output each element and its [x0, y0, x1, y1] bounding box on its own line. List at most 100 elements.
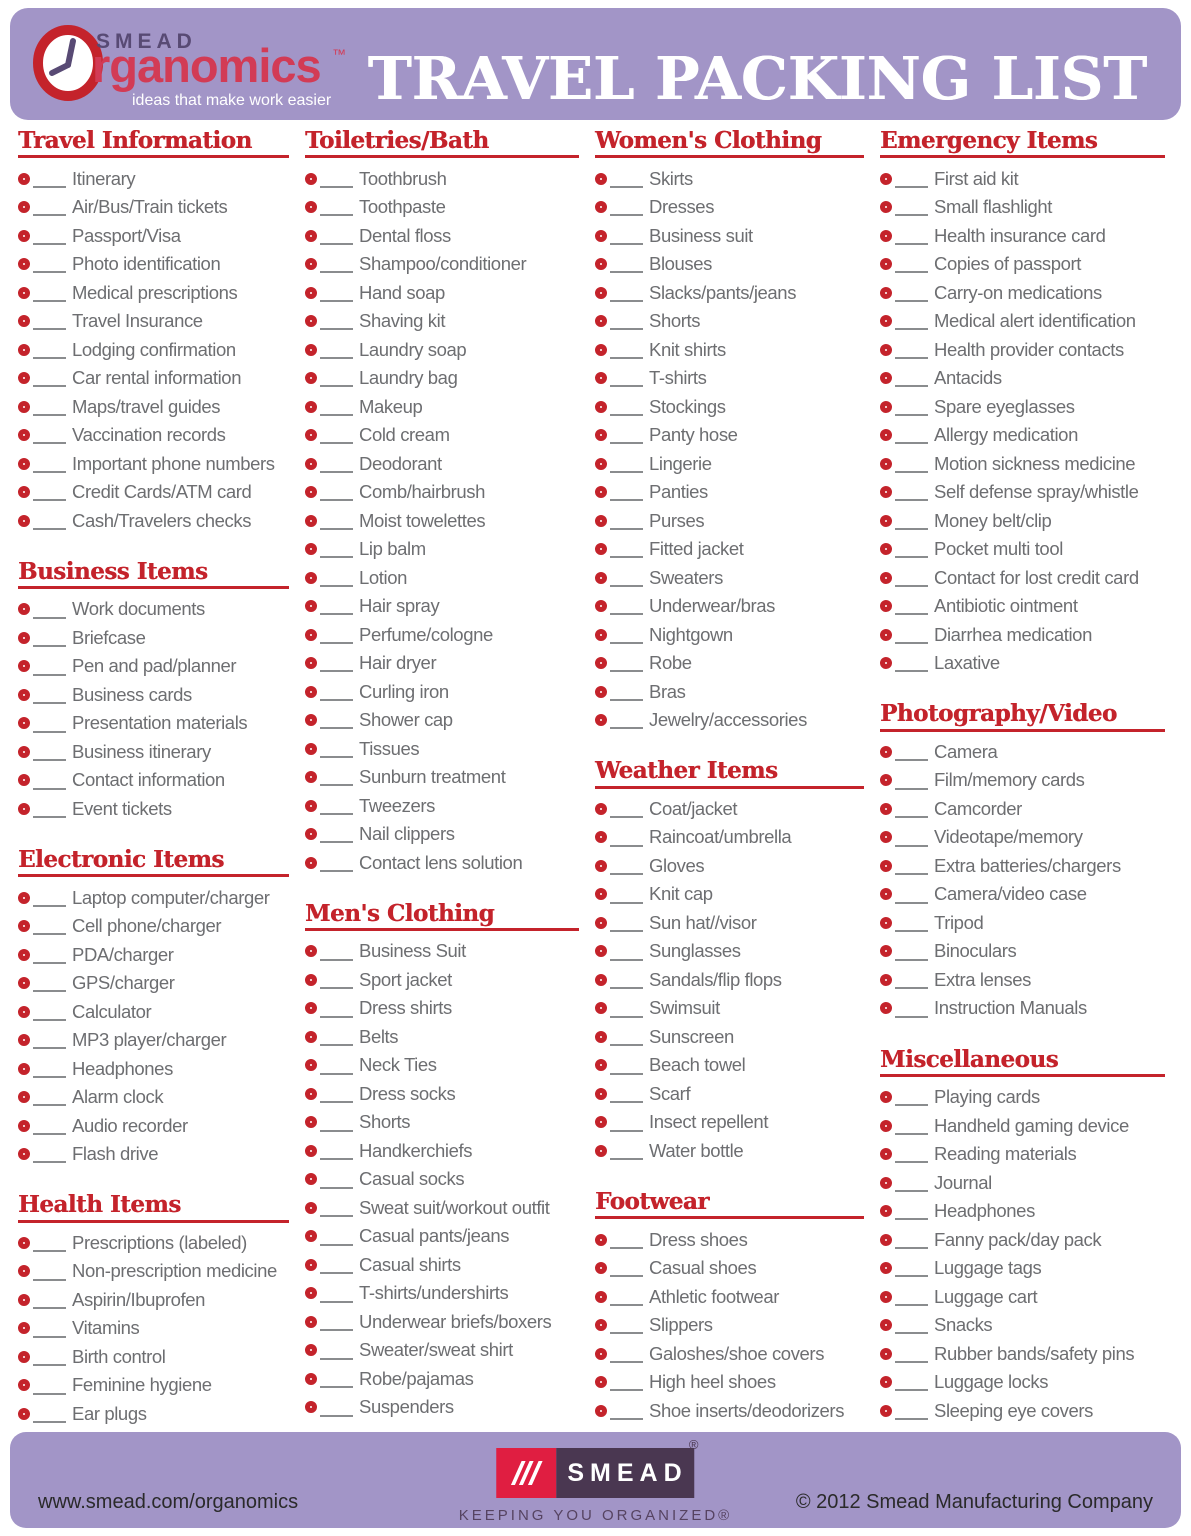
checkbox-circle[interactable] [305, 1116, 317, 1129]
checkbox-circle[interactable] [880, 628, 892, 641]
checkbox-circle[interactable] [880, 429, 892, 442]
checkbox-circle[interactable] [595, 831, 607, 844]
checkbox-circle[interactable] [595, 1002, 607, 1015]
checkbox-circle[interactable] [880, 1119, 892, 1132]
checkbox-circle[interactable] [18, 457, 30, 470]
checkbox-circle[interactable] [18, 286, 30, 299]
checkbox-circle[interactable] [18, 1265, 30, 1278]
checkbox-circle[interactable] [595, 400, 607, 413]
checkbox-circle[interactable] [595, 600, 607, 613]
checkbox-circle[interactable] [305, 685, 317, 698]
checkbox-circle[interactable] [880, 486, 892, 499]
checkbox-circle[interactable] [18, 201, 30, 214]
checkbox-circle[interactable] [880, 1176, 892, 1189]
checkbox-circle[interactable] [595, 916, 607, 929]
checkbox-circle[interactable] [18, 1407, 30, 1420]
checkbox-circle[interactable] [18, 315, 30, 328]
checkbox-circle[interactable] [595, 172, 607, 185]
checkbox-circle[interactable] [880, 457, 892, 470]
checkbox-circle[interactable] [305, 628, 317, 641]
checkbox-circle[interactable] [305, 457, 317, 470]
checkbox-circle[interactable] [595, 514, 607, 527]
checkbox-circle[interactable] [305, 973, 317, 986]
checkbox-circle[interactable] [18, 688, 30, 701]
checkbox-circle[interactable] [305, 799, 317, 812]
checkbox-circle[interactable] [305, 1087, 317, 1100]
checkbox-circle[interactable] [305, 1173, 317, 1186]
checkbox-circle[interactable] [305, 1002, 317, 1015]
checkbox-circle[interactable] [595, 1059, 607, 1072]
checkbox-circle[interactable] [880, 1091, 892, 1104]
checkbox-circle[interactable] [595, 1376, 607, 1389]
checkbox-circle[interactable] [18, 774, 30, 787]
checkbox-circle[interactable] [305, 343, 317, 356]
checkbox-circle[interactable] [595, 945, 607, 958]
checkbox-circle[interactable] [595, 1233, 607, 1246]
checkbox-circle[interactable] [18, 948, 30, 961]
checkbox-circle[interactable] [305, 201, 317, 214]
checkbox-circle[interactable] [18, 660, 30, 673]
checkbox-circle[interactable] [18, 1062, 30, 1075]
checkbox-circle[interactable] [595, 343, 607, 356]
checkbox-circle[interactable] [305, 1230, 317, 1243]
checkbox-circle[interactable] [595, 714, 607, 727]
checkbox-circle[interactable] [595, 657, 607, 670]
checkbox-circle[interactable] [880, 802, 892, 815]
checkbox-circle[interactable] [18, 977, 30, 990]
checkbox-circle[interactable] [305, 172, 317, 185]
checkbox-circle[interactable] [18, 1379, 30, 1392]
checkbox-circle[interactable] [305, 714, 317, 727]
checkbox-circle[interactable] [880, 916, 892, 929]
checkbox-circle[interactable] [305, 229, 317, 242]
checkbox-circle[interactable] [595, 1030, 607, 1043]
checkbox-circle[interactable] [18, 717, 30, 730]
checkbox-circle[interactable] [18, 1236, 30, 1249]
checkbox-circle[interactable] [880, 1404, 892, 1417]
checkbox-circle[interactable] [595, 973, 607, 986]
checkbox-circle[interactable] [595, 1347, 607, 1360]
checkbox-circle[interactable] [18, 1005, 30, 1018]
checkbox-circle[interactable] [305, 286, 317, 299]
checkbox-circle[interactable] [305, 258, 317, 271]
checkbox-circle[interactable] [18, 1119, 30, 1132]
checkbox-circle[interactable] [880, 343, 892, 356]
checkbox-circle[interactable] [880, 372, 892, 385]
checkbox-circle[interactable] [305, 1372, 317, 1385]
checkbox-circle[interactable] [880, 1002, 892, 1015]
checkbox-circle[interactable] [18, 920, 30, 933]
checkbox-circle[interactable] [595, 685, 607, 698]
checkbox-circle[interactable] [880, 745, 892, 758]
checkbox-circle[interactable] [305, 1344, 317, 1357]
checkbox-circle[interactable] [305, 1059, 317, 1072]
checkbox-circle[interactable] [18, 258, 30, 271]
checkbox-circle[interactable] [880, 258, 892, 271]
checkbox-circle[interactable] [880, 201, 892, 214]
checkbox-circle[interactable] [305, 429, 317, 442]
checkbox-circle[interactable] [595, 802, 607, 815]
checkbox-circle[interactable] [305, 1144, 317, 1157]
checkbox-circle[interactable] [595, 372, 607, 385]
checkbox-circle[interactable] [880, 600, 892, 613]
checkbox-circle[interactable] [880, 1376, 892, 1389]
checkbox-circle[interactable] [18, 1148, 30, 1161]
checkbox-circle[interactable] [305, 771, 317, 784]
checkbox-circle[interactable] [595, 543, 607, 556]
checkbox-circle[interactable] [18, 343, 30, 356]
checkbox-circle[interactable] [305, 1287, 317, 1300]
checkbox-circle[interactable] [305, 543, 317, 556]
checkbox-circle[interactable] [880, 1319, 892, 1332]
checkbox-circle[interactable] [305, 1315, 317, 1328]
checkbox-circle[interactable] [18, 400, 30, 413]
checkbox-circle[interactable] [305, 1030, 317, 1043]
checkbox-circle[interactable] [305, 1258, 317, 1271]
checkbox-circle[interactable] [595, 429, 607, 442]
checkbox-circle[interactable] [18, 372, 30, 385]
checkbox-circle[interactable] [880, 945, 892, 958]
checkbox-circle[interactable] [595, 888, 607, 901]
checkbox-circle[interactable] [595, 486, 607, 499]
checkbox-circle[interactable] [18, 631, 30, 644]
checkbox-circle[interactable] [305, 571, 317, 584]
checkbox-circle[interactable] [880, 286, 892, 299]
checkbox-circle[interactable] [880, 859, 892, 872]
checkbox-circle[interactable] [595, 1087, 607, 1100]
